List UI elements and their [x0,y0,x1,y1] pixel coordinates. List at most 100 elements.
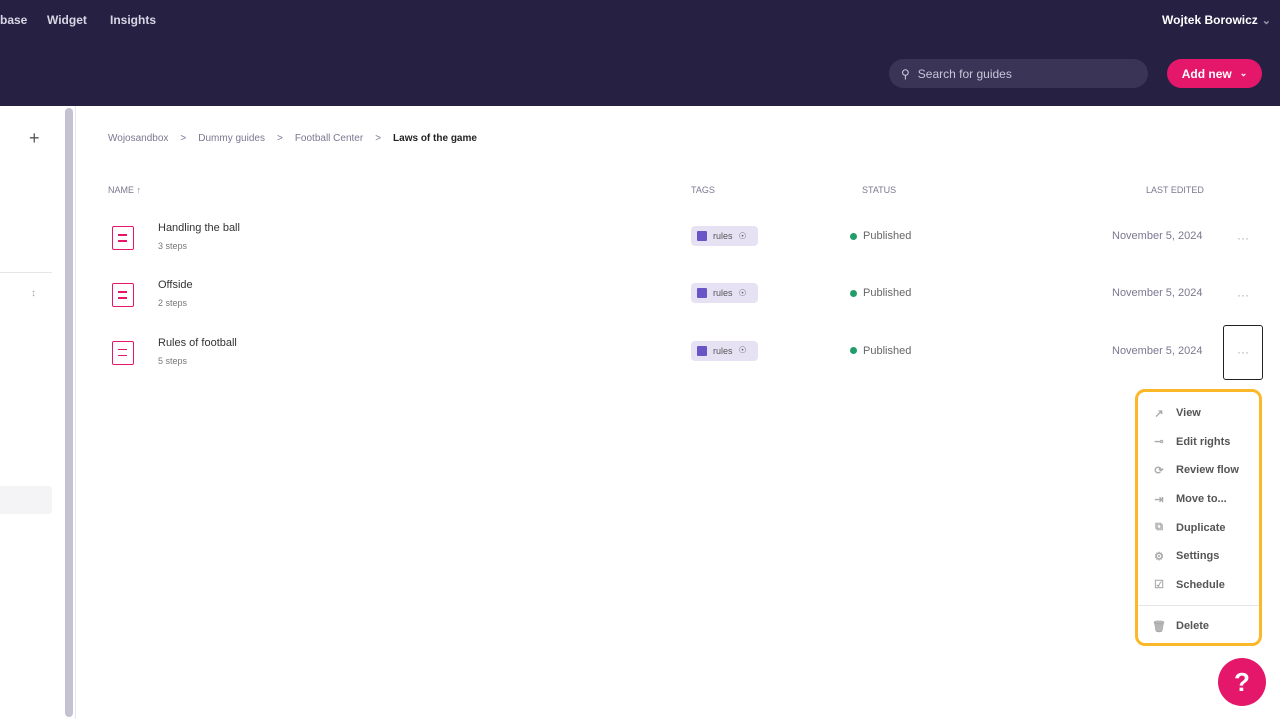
question-icon: ? [1234,666,1250,697]
user-name: Wojtek Borowicz [1162,13,1258,27]
menu-label: Move to... [1176,493,1227,506]
more-options-button[interactable]: ··· [1223,210,1263,265]
search-placeholder: Search for guides [917,66,1012,81]
guide-steps: 2 steps [158,298,188,309]
column-header-name[interactable]: NAME ↑ [108,185,141,195]
scrollbar[interactable] [65,108,73,717]
column-header-tags: TAGS [691,185,715,195]
collapse-icon[interactable]: ↕ [31,288,36,299]
menu-item-settings[interactable]: ⚙ Settings [1138,542,1259,571]
menu-item-duplicate[interactable]: ⧉ Duplicate [1138,513,1259,542]
table-row[interactable]: Handling the ball 3 steps rules ☉ Publish… [108,211,1258,268]
breadcrumb-current: Laws of the game [393,133,477,144]
more-options-button[interactable]: ··· [1223,267,1263,322]
status-dot-icon [850,232,857,240]
breadcrumb: Wojosandbox > Dummy guides > Football Cent… [108,133,477,144]
chevron-right-icon: > [180,133,187,144]
globe-search-icon: ☉ [738,230,747,241]
last-edited-date: November 5, 2024 [1112,230,1203,242]
nav-knowledge-base[interactable]: base [0,13,28,27]
key-icon: ⊸ [1154,436,1164,449]
status-label: Published [863,230,912,242]
menu-item-review-flow[interactable]: ⟳ Review flow [1138,456,1259,485]
breadcrumb-item[interactable]: Football Center [294,133,364,144]
column-header-status: STATUS [862,185,897,195]
help-button[interactable]: ? [1218,658,1266,706]
sidebar-item-selected[interactable] [0,486,52,514]
guide-name[interactable]: Offside [158,279,193,292]
tag-label: rules [713,288,733,299]
tag-color-icon [697,345,707,356]
divider [75,106,76,719]
search-icon: ⚲ [901,66,910,81]
top-header: base Widget Insights Wojtek Borowicz ⌄ ⚲ S… [0,0,1280,106]
status-badge: Published [850,345,911,357]
guide-name[interactable]: Rules of football [158,336,237,349]
menu-label: View [1176,407,1201,420]
guide-icon [112,283,134,308]
guide-icon [112,340,134,365]
divider [1138,605,1259,607]
ellipsis-icon: ··· [1237,230,1249,245]
search-input[interactable]: ⚲ Search for guides [889,59,1148,88]
tag-badge[interactable]: rules ☉ [691,283,758,304]
sort-arrow-up-icon: ↑ [136,185,142,195]
table-row[interactable]: Rules of football 5 steps rules ☉ Publish… [108,324,1263,383]
chevron-down-icon: ⌄ [1239,68,1248,78]
menu-item-edit-rights[interactable]: ⊸ Edit rights [1138,428,1259,457]
chevron-right-icon: > [276,133,283,144]
guide-name[interactable]: Handling the ball [158,222,240,234]
divider [0,272,52,273]
ellipsis-icon: ··· [1237,345,1249,360]
more-options-button[interactable]: ··· [1223,324,1263,380]
sidebar: + ↕ [0,106,64,719]
tag-label: rules [713,231,733,241]
move-icon: ⇥ [1154,493,1164,506]
menu-label: Delete [1176,620,1210,633]
context-menu: ↗ View ⊸ Edit rights ⟳ Review flow ⇥ Move to… [1135,389,1262,646]
globe-search-icon: ☉ [738,345,747,356]
calendar-check-icon: ☑ [1154,579,1164,592]
gear-icon: ⚙ [1154,550,1164,563]
chevron-right-icon: > [375,133,382,144]
tag-color-icon [697,231,707,241]
ellipsis-icon: ··· [1237,287,1249,302]
review-icon: ⟳ [1154,464,1164,477]
breadcrumb-item[interactable]: Dummy guides [198,133,265,144]
menu-label: Settings [1176,550,1220,563]
status-dot-icon [850,347,857,355]
copy-icon: ⧉ [1155,521,1163,534]
header-label: NAME [108,185,135,195]
status-label: Published [863,287,912,300]
menu-label: Duplicate [1176,521,1226,534]
breadcrumb-item[interactable]: Wojosandbox [108,133,169,144]
tag-label: rules [713,345,733,356]
last-edited-date: November 5, 2024 [1112,344,1203,357]
tag-badge[interactable]: rules ☉ [691,226,758,246]
menu-label: Edit rights [1176,435,1231,448]
table-row[interactable]: Offside 2 steps rules ☉ Published Novembe… [108,268,1258,325]
nav-insights[interactable]: Insights [110,13,157,27]
status-dot-icon [850,289,857,297]
nav-widget[interactable]: Widget [47,13,87,27]
trash-icon: 🗑 [1152,620,1166,633]
guide-icon [112,226,134,250]
add-new-label: Add new [1181,66,1232,81]
tag-badge[interactable]: rules ☉ [691,340,758,361]
guide-steps: 5 steps [158,355,188,366]
status-badge: Published [850,287,911,299]
tag-color-icon [697,288,707,299]
menu-item-delete[interactable]: 🗑 Delete [1138,612,1259,641]
plus-icon[interactable]: + [29,128,40,148]
add-new-button[interactable]: Add new ⌄ [1167,59,1262,88]
menu-item-schedule[interactable]: ☑ Schedule [1138,571,1259,600]
external-link-icon: ↗ [1154,407,1164,420]
last-edited-date: November 5, 2024 [1112,287,1203,300]
user-menu[interactable]: Wojtek Borowicz ⌄ [1162,13,1271,27]
column-header-last-edited: LAST EDITED [1146,185,1204,195]
menu-item-view[interactable]: ↗ View [1138,399,1259,428]
menu-label: Schedule [1176,578,1225,591]
globe-search-icon: ☉ [738,287,747,298]
menu-item-move-to[interactable]: ⇥ Move to... [1138,485,1259,514]
guide-steps: 3 steps [158,241,188,251]
